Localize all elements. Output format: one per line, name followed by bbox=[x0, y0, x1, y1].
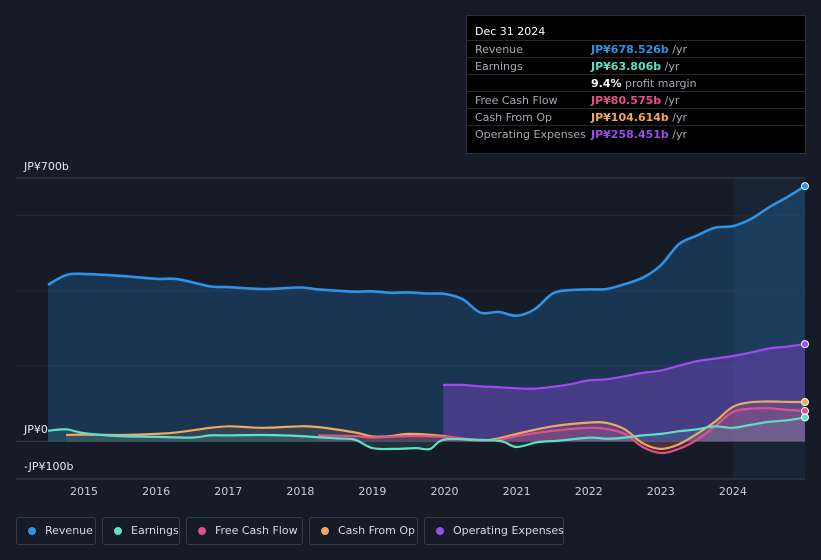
legend-dot-icon bbox=[321, 527, 329, 535]
earnings-line bbox=[47, 416, 806, 451]
tooltip-unit-text: /yr bbox=[668, 128, 688, 141]
tooltip-unit-text: /yr bbox=[668, 111, 688, 124]
data-tooltip: Dec 31 2024 Revenue JP¥678.526b /yr Earnin… bbox=[466, 15, 807, 154]
tooltip-row: Free Cash Flow JP¥80.575b /yr bbox=[467, 91, 807, 109]
tooltip-row-value: JP¥258.451b /yr bbox=[591, 128, 687, 141]
x-tick-label: 2022 bbox=[575, 485, 603, 498]
x-tick-label: 2023 bbox=[647, 485, 675, 498]
tooltip-row: Earnings JP¥63.806b /yr bbox=[467, 57, 807, 75]
legend-item-operating-expenses[interactable]: Operating Expenses bbox=[424, 517, 564, 545]
x-tick-label: 2017 bbox=[214, 485, 242, 498]
earnings-endpoint bbox=[801, 413, 809, 422]
operating-expenses-line bbox=[443, 343, 806, 390]
tooltip-date: Dec 31 2024 bbox=[475, 25, 546, 38]
tooltip-row-label: Cash From Op bbox=[475, 111, 553, 124]
y-label-zero: JP¥0 bbox=[24, 423, 48, 436]
tooltip-value-text: JP¥63.806b bbox=[591, 60, 662, 73]
tooltip-row-value: JP¥63.806b /yr bbox=[591, 60, 679, 73]
x-tick-label: 2019 bbox=[358, 485, 386, 498]
x-tick-label: 2016 bbox=[142, 485, 170, 498]
tooltip-value-text: JP¥258.451b bbox=[591, 128, 669, 141]
legend-item-revenue[interactable]: Revenue bbox=[16, 517, 96, 545]
legend-item-cash-from-op[interactable]: Cash From Op bbox=[309, 517, 418, 545]
legend-item-free-cash-flow[interactable]: Free Cash Flow bbox=[186, 517, 303, 545]
tooltip-value-text: JP¥104.614b bbox=[591, 111, 669, 124]
legend-label: Operating Expenses bbox=[453, 524, 564, 537]
tooltip-row-label: Operating Expenses bbox=[475, 128, 586, 141]
tooltip-unit-text: /yr bbox=[668, 43, 688, 56]
cash-from-op-endpoint bbox=[801, 398, 809, 407]
series-endpoints bbox=[801, 182, 809, 422]
y-label-bottom: -JP¥100b bbox=[24, 460, 74, 473]
tooltip-row-value: JP¥104.614b /yr bbox=[591, 111, 687, 124]
legend-dot-icon bbox=[114, 527, 122, 535]
x-axis-ticks: 2015 2016 2017 2018 2019 2020 2021 2022 2023 2024 bbox=[70, 485, 747, 498]
tooltip-unit-text: profit margin bbox=[621, 77, 697, 90]
legend-label: Free Cash Flow bbox=[215, 524, 298, 537]
revenue-line bbox=[47, 184, 806, 318]
tooltip-row-label: Free Cash Flow bbox=[475, 94, 558, 107]
tooltip-value-text: JP¥678.526b bbox=[591, 43, 669, 56]
tooltip-row-label: Revenue bbox=[475, 43, 523, 56]
operating-expenses-area bbox=[443, 344, 805, 442]
tooltip-row: Operating Expenses JP¥258.451b /yr bbox=[467, 125, 807, 143]
x-tick-label: 2015 bbox=[70, 485, 98, 498]
tooltip-unit-text: /yr bbox=[661, 94, 680, 107]
tooltip-row: 9.4% profit margin bbox=[467, 74, 807, 92]
operating-expenses-endpoint bbox=[801, 340, 809, 349]
tooltip-row: Revenue JP¥678.526b /yr bbox=[467, 40, 807, 58]
legend-label: Revenue bbox=[45, 524, 93, 537]
legend-dot-icon bbox=[28, 527, 36, 535]
x-tick-label: 2020 bbox=[431, 485, 459, 498]
earnings-area bbox=[48, 417, 805, 450]
series-lines bbox=[47, 184, 806, 455]
tooltip-row-label: Earnings bbox=[475, 60, 523, 73]
x-tick-label: 2021 bbox=[503, 485, 531, 498]
tooltip-unit-text: /yr bbox=[661, 60, 680, 73]
legend-dot-icon bbox=[198, 527, 206, 535]
tooltip-row: Cash From Op JP¥104.614b /yr bbox=[467, 108, 807, 126]
tooltip-row-value: JP¥80.575b /yr bbox=[591, 94, 679, 107]
revenue-endpoint bbox=[801, 182, 809, 191]
x-tick-label: 2018 bbox=[286, 485, 314, 498]
forecast-highlight bbox=[733, 178, 805, 479]
tooltip-value-text: 9.4% bbox=[591, 77, 622, 90]
legend-item-earnings[interactable]: Earnings bbox=[102, 517, 180, 545]
y-label-top: JP¥700b bbox=[24, 160, 69, 173]
x-tick-label: 2024 bbox=[719, 485, 747, 498]
tooltip-row-value: 9.4% profit margin bbox=[591, 77, 697, 90]
legend-label: Earnings bbox=[131, 524, 179, 537]
series-areas bbox=[48, 186, 805, 454]
tooltip-row-value: JP¥678.526b /yr bbox=[591, 43, 687, 56]
legend-label: Cash From Op bbox=[338, 524, 416, 537]
tooltip-value-text: JP¥80.575b bbox=[591, 94, 662, 107]
free-cash-flow-line bbox=[318, 407, 806, 455]
legend-dot-icon bbox=[436, 527, 444, 535]
